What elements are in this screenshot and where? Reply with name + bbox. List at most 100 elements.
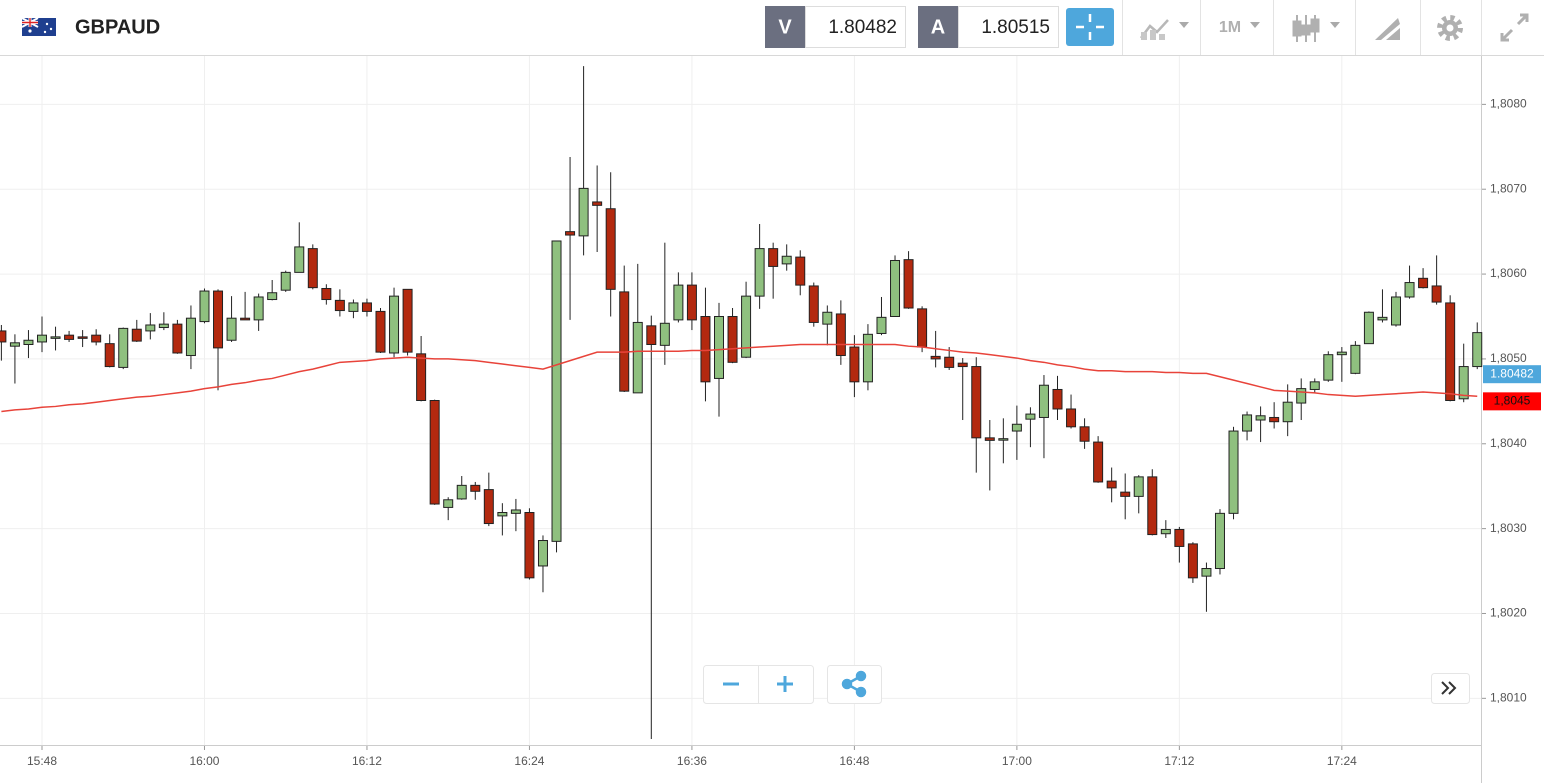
ask-tag-bg[interactable] xyxy=(918,6,958,48)
candle-body xyxy=(1363,311,1374,345)
settings-button[interactable] xyxy=(1437,15,1463,41)
share-box[interactable] xyxy=(827,665,882,704)
chart-type-menu[interactable] xyxy=(1292,15,1340,42)
candle-body xyxy=(1391,296,1401,326)
candle-body xyxy=(348,302,359,312)
candle-body xyxy=(998,438,1009,441)
candle-body xyxy=(37,334,47,343)
scroll-end-box[interactable] xyxy=(1431,673,1470,704)
candle-body xyxy=(172,323,183,354)
y-tick-label: 1,8030 xyxy=(1490,521,1527,535)
x-tick-label: 16:36 xyxy=(677,754,707,768)
bid-tag-bg[interactable] xyxy=(765,6,805,48)
candle-body xyxy=(917,308,928,348)
candle-body xyxy=(334,299,345,312)
y-tick-label: 1,8050 xyxy=(1490,351,1527,365)
candle-body xyxy=(714,315,724,379)
price-tag xyxy=(1483,365,1541,384)
candle-body xyxy=(944,356,955,368)
y-tick-label: 1,8060 xyxy=(1490,266,1527,280)
candle-body xyxy=(700,315,711,383)
candle-body xyxy=(605,208,616,290)
indicator-menu[interactable] xyxy=(1140,19,1189,40)
candle-body xyxy=(443,499,454,508)
timeframe[interactable]: 1M xyxy=(1219,19,1241,36)
candle-body xyxy=(659,322,670,346)
candle-body xyxy=(91,334,102,343)
x-tick-label: 16:24 xyxy=(514,754,544,768)
candle-body xyxy=(294,246,305,273)
y-tick-label: 1,8040 xyxy=(1490,436,1527,450)
candle-body xyxy=(903,259,914,309)
candle-body xyxy=(456,484,467,500)
ask-box[interactable] xyxy=(958,6,1059,48)
candle-body xyxy=(402,288,413,353)
candle-body xyxy=(1309,381,1320,390)
candle-body xyxy=(1066,408,1077,428)
candle-body xyxy=(185,317,196,357)
candle-body xyxy=(1052,388,1063,410)
candle-body xyxy=(849,346,860,383)
candle-body xyxy=(1242,414,1253,432)
candle-body xyxy=(971,366,982,439)
candle-body xyxy=(497,512,508,517)
candle-body xyxy=(592,201,603,206)
candle-body xyxy=(1174,528,1185,547)
candle-body xyxy=(375,310,386,353)
candle-body xyxy=(537,540,548,567)
candle-body xyxy=(646,325,657,345)
candle-body xyxy=(267,292,278,301)
candle-body xyxy=(1282,401,1293,423)
symbol: GBPAUD xyxy=(75,16,160,38)
candle-body xyxy=(1025,413,1036,420)
candle-body xyxy=(131,328,142,342)
plot-area: 1,8010 1,8020 1,8030 1,8040 1,8050 1,8060 1,80… xyxy=(0,56,1541,783)
candle-body xyxy=(524,512,535,579)
candle-body xyxy=(1187,543,1198,579)
candle-body xyxy=(361,302,372,312)
flag xyxy=(21,17,56,36)
crosshair-icon xyxy=(1076,14,1104,40)
y-tick-label: 1,8070 xyxy=(1490,181,1527,195)
bid-box[interactable] xyxy=(805,6,906,48)
candle-body xyxy=(321,287,332,301)
candle-body xyxy=(1458,366,1469,400)
candle-body xyxy=(145,324,156,332)
candle-body xyxy=(578,187,589,237)
candle-body xyxy=(1404,282,1415,298)
ask-price: 1.80515 xyxy=(981,17,1050,38)
candle-body xyxy=(930,355,941,360)
candle-body xyxy=(876,316,887,334)
x-tick-label: 17:00 xyxy=(1002,754,1032,768)
candle-body xyxy=(416,353,427,401)
candle-body xyxy=(1296,388,1307,404)
candle-body xyxy=(1147,476,1158,536)
candle-body xyxy=(1323,354,1334,381)
candle-body xyxy=(1120,491,1131,497)
drawing-tool[interactable] xyxy=(1375,18,1400,40)
crosshair-button[interactable] xyxy=(1066,8,1114,46)
price-tag xyxy=(1483,392,1541,411)
candle-body xyxy=(984,437,995,441)
y-tick-label: 1,8020 xyxy=(1490,606,1527,620)
candle-body xyxy=(50,336,61,339)
moving-average xyxy=(1,343,1478,413)
candle-body xyxy=(199,290,210,323)
x-tick-label: 16:12 xyxy=(352,754,382,768)
candle-body xyxy=(429,400,440,505)
candle-body xyxy=(253,296,264,321)
candle-body xyxy=(0,330,7,343)
candle-body xyxy=(1093,441,1104,483)
candle-body xyxy=(1255,415,1266,421)
bid-price: 1.80482 xyxy=(828,17,897,38)
zoom-in[interactable] xyxy=(777,676,793,692)
candle-body xyxy=(1431,285,1442,303)
candle-body xyxy=(1214,512,1225,570)
candle-body xyxy=(1445,302,1456,401)
candle-body xyxy=(1133,476,1144,497)
fullscreen-button[interactable] xyxy=(1500,13,1529,42)
x-tick-label: 17:24 xyxy=(1327,754,1357,768)
candle-body xyxy=(240,317,251,321)
candle-body xyxy=(551,240,562,542)
candle-body xyxy=(768,248,779,267)
